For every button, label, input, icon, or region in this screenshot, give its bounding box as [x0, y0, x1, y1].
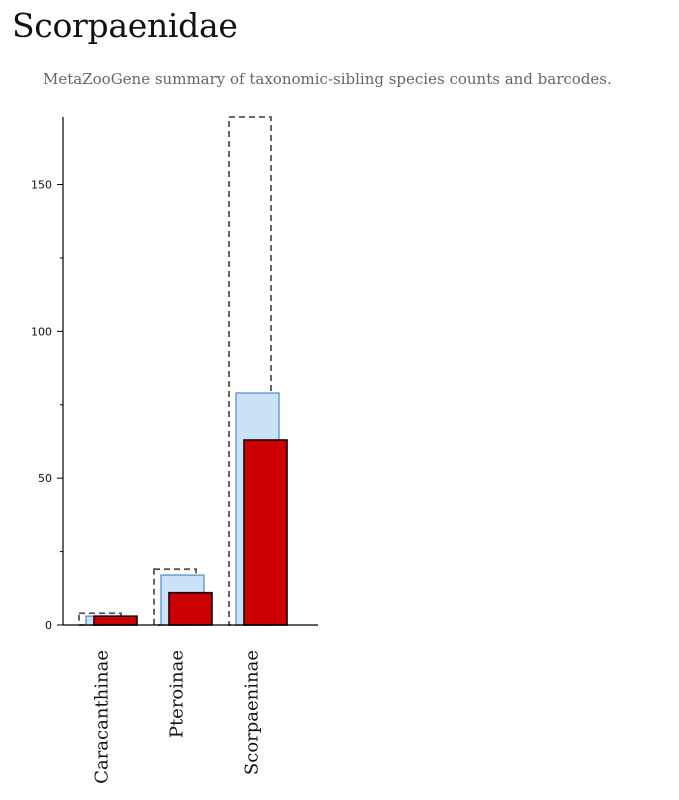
x-tick-labels: Caracanthinae Pteroinae Scorpaeninae — [92, 650, 263, 784]
bars-layer — [78, 116, 288, 626]
page-subtitle: MetaZooGene summary of taxonomic-sibling… — [43, 70, 612, 88]
y-tick-label: 50 — [38, 472, 52, 485]
bar-total — [153, 568, 197, 626]
x-category-label: Caracanthinae — [92, 650, 113, 784]
y-tick-label: 150 — [31, 179, 52, 192]
bar-barcoded — [93, 615, 138, 626]
y-tick-label: 100 — [31, 325, 52, 338]
y-axis: 0 50 100 150 — [31, 117, 64, 632]
x-category-label: Pteroinae — [167, 650, 188, 738]
page-title: Scorpaenidae — [12, 6, 238, 45]
x-category-label: Scorpaeninae — [242, 650, 263, 775]
y-tick-label: 0 — [45, 619, 52, 632]
bar-barcoded — [168, 591, 213, 626]
bar-barcoded — [243, 439, 288, 626]
